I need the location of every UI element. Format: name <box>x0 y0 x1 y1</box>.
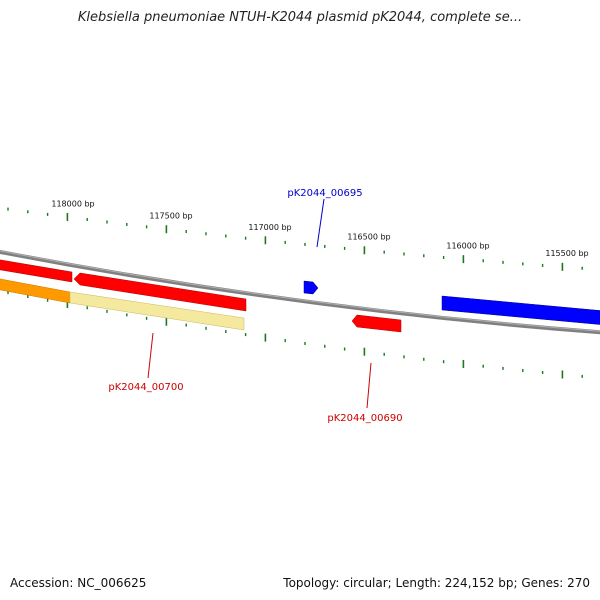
scale-label: 117500 bp <box>149 212 192 221</box>
plasmid-backbone-highlight <box>0 250 600 332</box>
scale-label: 115500 bp <box>545 249 588 258</box>
tick-row-lower <box>7 291 583 379</box>
yellow-feature[interactable] <box>69 291 245 331</box>
red-feature-00690[interactable] <box>351 314 402 333</box>
plasmid-backbone <box>0 249 600 335</box>
gene-label-00695[interactable]: pK2044_00695 <box>287 188 362 199</box>
scale-label: 116500 bp <box>347 233 390 242</box>
scale-labels: 118000 bp 117500 bp 117000 bp 116500 bp 1160… <box>51 200 588 258</box>
gene-label-00700[interactable]: pK2044_00700 <box>108 382 183 393</box>
red-feature-long[interactable] <box>73 272 247 312</box>
blue-feature-long[interactable] <box>441 295 600 325</box>
gene-label-00690[interactable]: pK2044_00690 <box>327 413 402 424</box>
scale-label: 116000 bp <box>446 242 489 251</box>
red-feature-left[interactable] <box>0 259 73 283</box>
accession-text: Accession: NC_006625 <box>10 576 147 590</box>
scale-label: 117000 bp <box>248 223 291 232</box>
map-title: Klebsiella pneumoniae NTUH-K2044 plasmid… <box>77 10 523 25</box>
scale-label: 118000 bp <box>51 200 94 209</box>
leader-line-00695 <box>316 198 325 248</box>
summary-text: Topology: circular; Length: 224,152 bp; … <box>283 576 590 590</box>
orange-feature[interactable] <box>0 278 71 304</box>
tick-row-upper <box>7 207 583 271</box>
blue-feature-small[interactable] <box>303 280 319 295</box>
leader-line-00690 <box>366 362 372 409</box>
leader-line-00700 <box>147 332 154 379</box>
